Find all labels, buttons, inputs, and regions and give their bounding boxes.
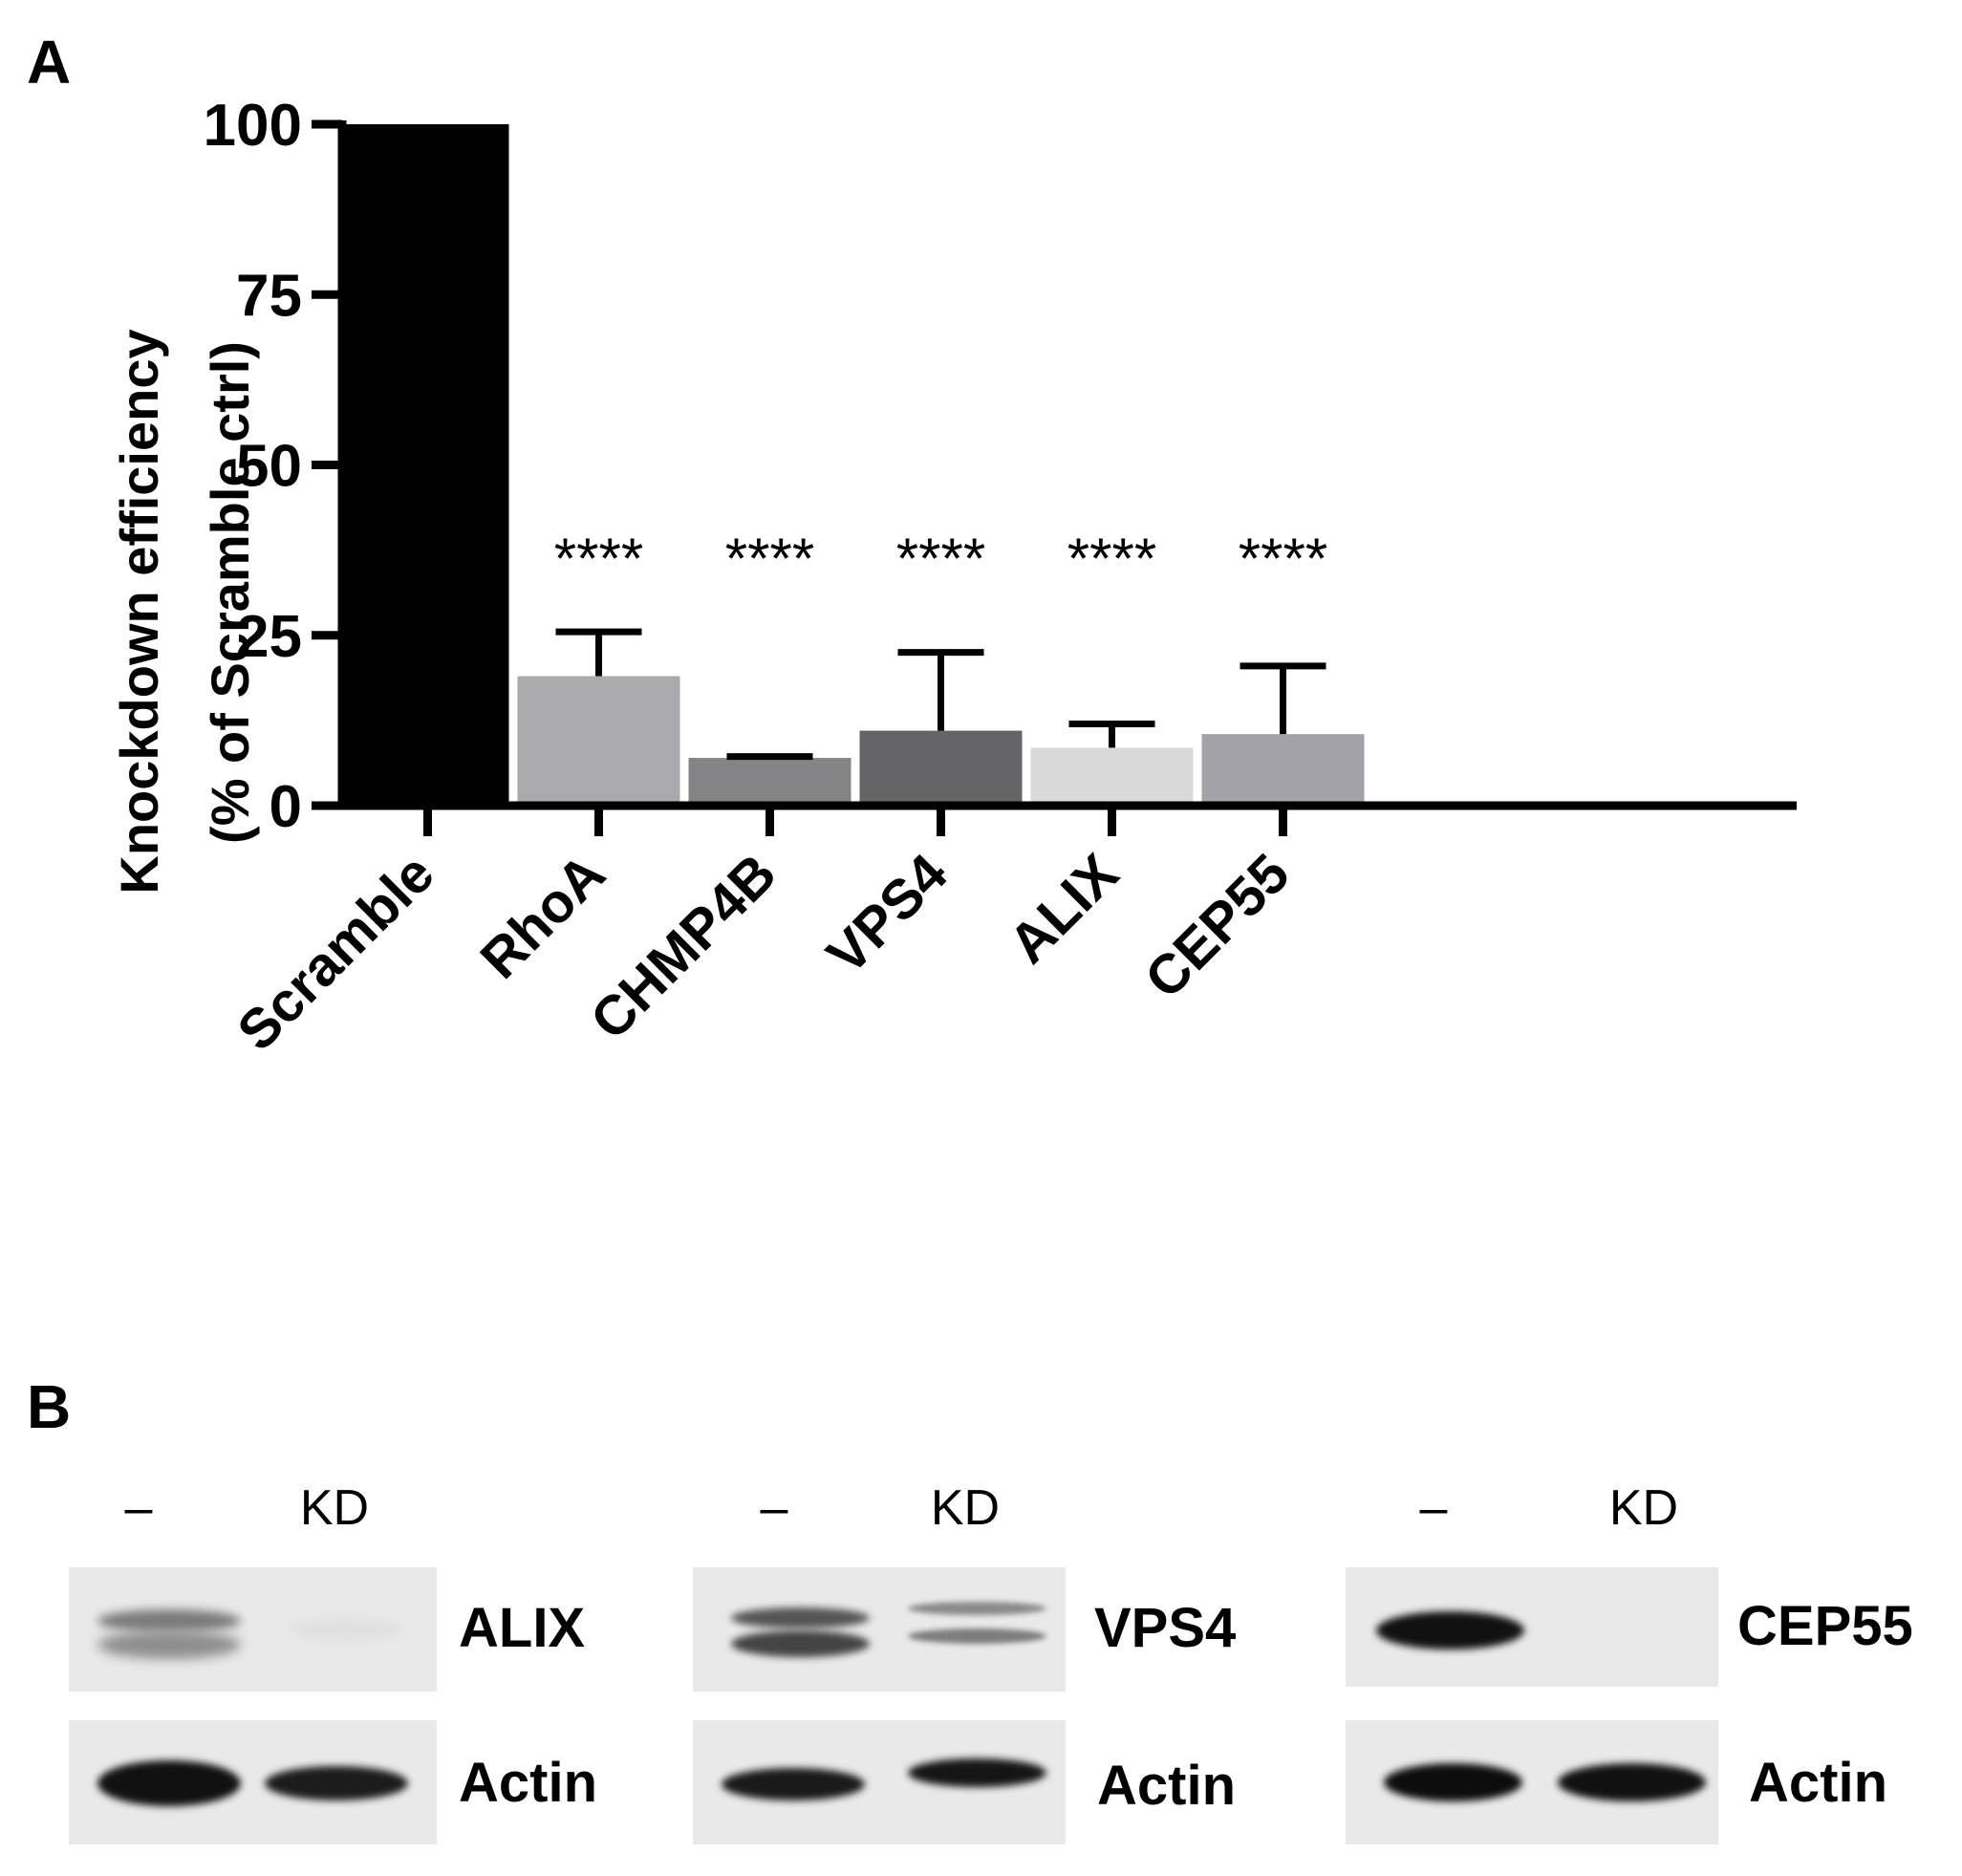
y-axis-label-line1: Knockdown efficiency [109, 329, 169, 894]
y-axis-label-line2: (% of Scramble ctrl) [200, 341, 260, 844]
panel-a-label: A [27, 28, 72, 97]
blot-image-actin-1 [69, 1720, 437, 1844]
bar-chmp4b [688, 758, 852, 806]
x-tick-label-scramble: Scramble [226, 842, 446, 1063]
bar-scramble [346, 124, 509, 806]
loading-label-actin-3: Actin [1749, 1752, 1887, 1814]
lane-label-kd: KD [930, 1480, 1001, 1536]
panel-b-label: B [27, 1372, 72, 1441]
y-tick-label-100: 100 [204, 93, 302, 159]
significance-label-vps4: **** [896, 527, 985, 591]
lane-label-kd: KD [299, 1480, 370, 1536]
blot-image-cep55 [1346, 1567, 1718, 1687]
significance-label-cep55: **** [1239, 527, 1327, 591]
bar-chart: Knockdown efficiency (% of Scramble ctrl… [109, 93, 1797, 1063]
protein-label-alix: ALIX [459, 1597, 586, 1659]
x-tick-label-alix: ALIX [997, 842, 1131, 976]
blot-image-vps4 [693, 1567, 1066, 1692]
significance-label-alix: **** [1067, 527, 1156, 591]
blot-image-alix [69, 1567, 437, 1692]
significance-label-rhoa: **** [554, 527, 643, 591]
lane-label-control: – [760, 1480, 788, 1536]
lane-label-control: – [1419, 1480, 1448, 1536]
y-tick-label-75: 75 [236, 263, 302, 329]
lane-label-control: – [124, 1480, 153, 1536]
blot-image-actin-2 [693, 1720, 1066, 1844]
x-tick-label-rhoa: RhoA [468, 842, 616, 990]
protein-label-vps4: VPS4 [1094, 1597, 1237, 1659]
bar-vps4 [859, 730, 1023, 806]
lane-label-kd: KD [1608, 1480, 1679, 1536]
y-tick-label-0: 0 [270, 774, 302, 840]
significance-label-chmp4b: **** [725, 527, 814, 591]
bar-rhoa [517, 676, 680, 806]
x-tick-label-chmp4b: CHMP4B [579, 842, 788, 1051]
x-tick-label-cep55: CEP55 [1133, 842, 1302, 1010]
y-tick-label-25: 25 [236, 604, 302, 670]
y-tick-label-50: 50 [236, 434, 302, 500]
blot-image-actin-3 [1346, 1720, 1718, 1844]
loading-label-actin-2: Actin [1097, 1755, 1236, 1817]
bar-cep55 [1201, 734, 1365, 806]
loading-label-actin-1: Actin [459, 1752, 597, 1814]
x-tick-label-vps4: VPS4 [815, 842, 959, 986]
protein-label-cep55: CEP55 [1737, 1595, 1913, 1657]
bar-alix [1030, 747, 1194, 806]
